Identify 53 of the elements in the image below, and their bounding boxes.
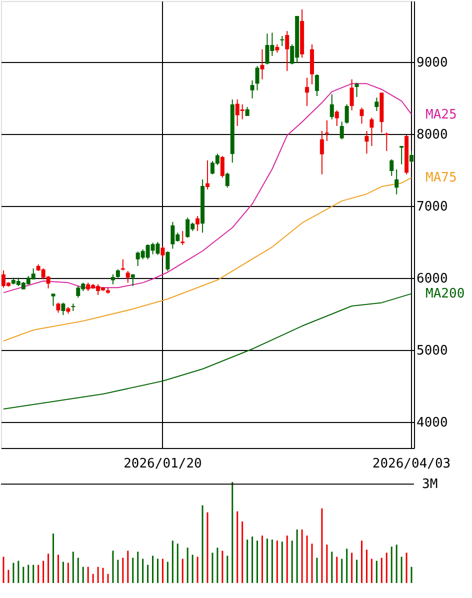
series-label: MA25 (426, 107, 457, 122)
candlestick (360, 107, 364, 124)
candlestick (370, 117, 374, 147)
candlestick (374, 97, 379, 112)
candlestick (324, 120, 329, 142)
candlestick (394, 168, 399, 195)
y-tick-label: 9000 (416, 55, 448, 70)
candlestick (350, 78, 354, 111)
candlestick (314, 74, 319, 96)
candlestick (56, 302, 60, 314)
candlestick (260, 48, 264, 80)
candlestick (354, 82, 359, 98)
candlestick (280, 35, 284, 46)
candlestick (390, 158, 394, 176)
candlestick (285, 30, 290, 72)
y-tick-label: 8000 (416, 127, 448, 142)
line-series (2, 177, 412, 342)
candlestick (160, 246, 165, 258)
candlestick (126, 270, 130, 284)
line-series (2, 293, 412, 410)
candlestick (255, 66, 260, 91)
candlestick (110, 274, 115, 285)
candlestick (334, 110, 339, 126)
candlestick (71, 303, 76, 312)
candlestick (320, 130, 324, 175)
candlestick (61, 302, 66, 316)
series-label: MA75 (426, 170, 457, 186)
candlestick (225, 172, 230, 188)
candlestick (180, 230, 185, 246)
line-series (2, 83, 412, 294)
x-tick-label: 2026/01/20 (124, 456, 202, 472)
y-tick-label: 4000 (416, 416, 448, 431)
candlestick (250, 80, 254, 99)
y-tick-label: 7000 (416, 199, 448, 214)
y-tick-label: 5000 (416, 344, 448, 359)
candlestick (305, 77, 310, 106)
y-tick-label: 6000 (416, 272, 448, 286)
candlestick (166, 250, 170, 272)
candlestick (364, 130, 369, 154)
series-label: MA200 (426, 286, 465, 302)
candlestick (410, 150, 414, 164)
candlestick (340, 121, 344, 140)
candlestick (400, 146, 404, 165)
candlestick (196, 216, 200, 232)
ref-line-label: 3M (422, 477, 438, 492)
candlestick (344, 104, 349, 124)
candlestick (51, 293, 56, 307)
candlestick (384, 132, 389, 152)
candlestick (220, 156, 224, 178)
x-tick-label: 2026/04/03 (372, 456, 451, 472)
candlestick (206, 160, 210, 190)
candlestick (330, 94, 334, 120)
candlestick (245, 106, 250, 116)
